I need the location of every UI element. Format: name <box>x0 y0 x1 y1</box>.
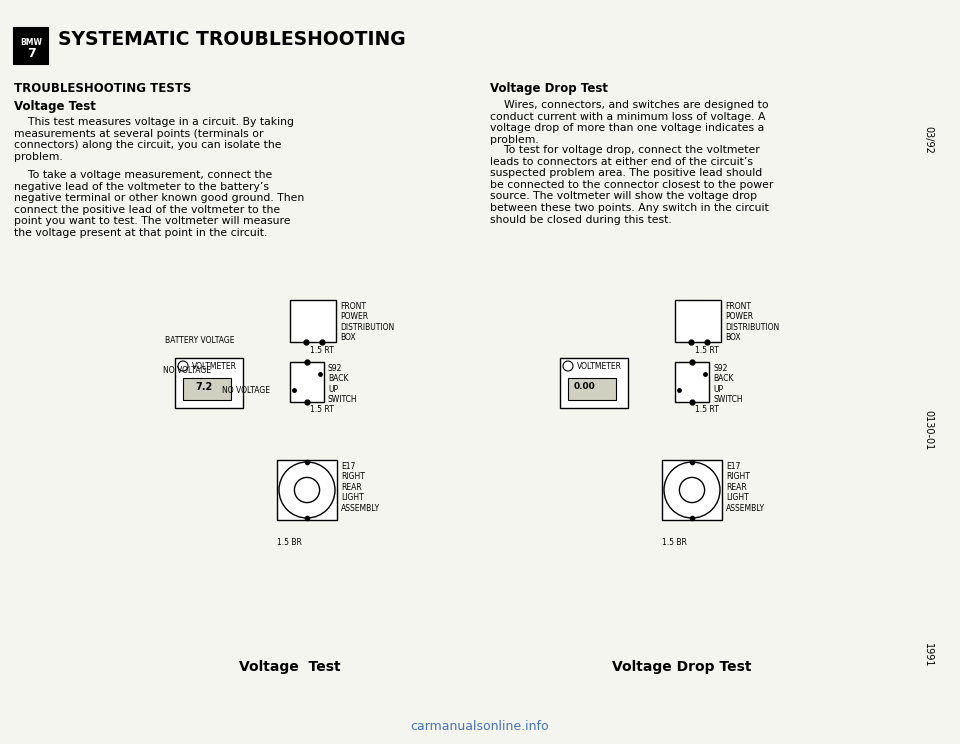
Circle shape <box>664 462 720 518</box>
Text: Voltage Test: Voltage Test <box>14 100 96 113</box>
Bar <box>175 358 243 408</box>
Text: NO VOLTAGE: NO VOLTAGE <box>222 386 270 395</box>
Text: 1.5 RT: 1.5 RT <box>695 346 719 355</box>
Text: 1991: 1991 <box>923 643 933 667</box>
Text: 0130-01: 0130-01 <box>923 410 933 450</box>
Text: VOLTMETER: VOLTMETER <box>192 362 237 371</box>
Text: BATTERY VOLTAGE: BATTERY VOLTAGE <box>165 336 234 345</box>
Bar <box>290 362 324 402</box>
Text: carmanualsonline.info: carmanualsonline.info <box>411 720 549 733</box>
Circle shape <box>680 478 705 503</box>
Text: NO VOLTAGE: NO VOLTAGE <box>163 366 211 375</box>
Text: SYSTEMATIC TROUBLESHOOTING: SYSTEMATIC TROUBLESHOOTING <box>58 30 406 49</box>
Bar <box>675 300 721 342</box>
Bar <box>183 378 231 400</box>
Text: 1.5 RT: 1.5 RT <box>695 405 719 414</box>
Text: BMW: BMW <box>20 38 42 47</box>
Circle shape <box>279 462 335 518</box>
Text: 7.2: 7.2 <box>195 382 212 392</box>
Bar <box>662 460 722 520</box>
Text: 1.5 BR: 1.5 BR <box>277 538 301 547</box>
Text: S92
BACK
UP
SWITCH: S92 BACK UP SWITCH <box>713 364 743 404</box>
Text: 1.5 RT: 1.5 RT <box>310 405 334 414</box>
Text: FRONT
POWER
DISTRIBUTION
BOX: FRONT POWER DISTRIBUTION BOX <box>340 302 395 342</box>
Text: TROUBLESHOOTING TESTS: TROUBLESHOOTING TESTS <box>14 82 191 95</box>
Text: To take a voltage measurement, connect the
negative lead of the voltmeter to the: To take a voltage measurement, connect t… <box>14 170 304 238</box>
Bar <box>568 378 616 400</box>
Text: Wires, connectors, and switches are designed to
conduct current with a minimum l: Wires, connectors, and switches are desi… <box>490 100 769 145</box>
Text: VOLTMETER: VOLTMETER <box>577 362 622 371</box>
Text: 1.5 BR: 1.5 BR <box>662 538 686 547</box>
Text: Voltage Drop Test: Voltage Drop Test <box>612 660 752 674</box>
Text: Voltage  Test: Voltage Test <box>239 660 341 674</box>
Circle shape <box>295 478 320 503</box>
Bar <box>14 28 48 64</box>
Text: 1.5 RT: 1.5 RT <box>310 346 334 355</box>
Text: FRONT
POWER
DISTRIBUTION
BOX: FRONT POWER DISTRIBUTION BOX <box>725 302 780 342</box>
Text: This test measures voltage in a circuit. By taking
measurements at several point: This test measures voltage in a circuit.… <box>14 117 294 161</box>
Bar <box>277 460 337 520</box>
Circle shape <box>563 361 573 371</box>
Text: S92
BACK
UP
SWITCH: S92 BACK UP SWITCH <box>328 364 358 404</box>
Text: Voltage Drop Test: Voltage Drop Test <box>490 82 608 95</box>
Text: E17
RIGHT
REAR
LIGHT
ASSEMBLY: E17 RIGHT REAR LIGHT ASSEMBLY <box>341 462 380 513</box>
Bar <box>675 362 709 402</box>
Text: 0.00: 0.00 <box>574 382 596 391</box>
Bar <box>560 358 628 408</box>
Text: 03/92: 03/92 <box>923 126 933 154</box>
Text: E17
RIGHT
REAR
LIGHT
ASSEMBLY: E17 RIGHT REAR LIGHT ASSEMBLY <box>726 462 765 513</box>
Text: To test for voltage drop, connect the voltmeter
leads to connectors at either en: To test for voltage drop, connect the vo… <box>490 145 774 225</box>
Circle shape <box>178 361 188 371</box>
Bar <box>290 300 336 342</box>
Text: 7: 7 <box>27 47 36 60</box>
